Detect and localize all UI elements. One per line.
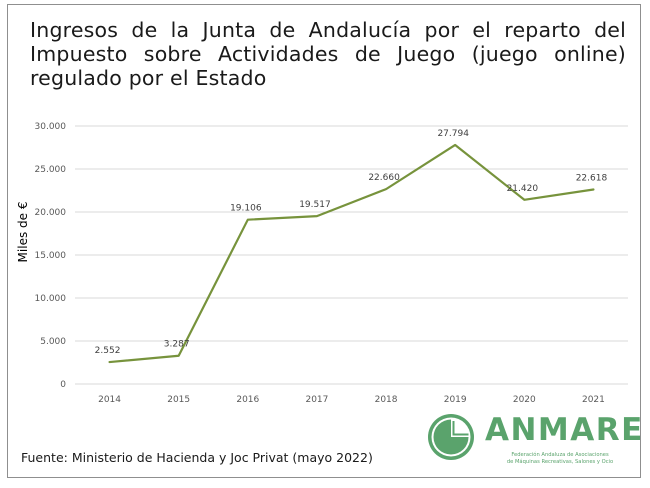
data-labels: 2.552 3.287 19.106 19.517 22.660 27.794 21.420… [95, 129, 608, 356]
data-label: 22.660 [368, 173, 400, 183]
x-tick-label: 2014 [98, 395, 121, 405]
data-label: 22.618 [576, 173, 608, 183]
y-tick-label: 10.000 [35, 294, 67, 304]
x-tick-label: 2021 [582, 395, 605, 405]
x-tick-label: 2015 [167, 395, 190, 405]
y-tick-label: 25.000 [35, 165, 67, 175]
anmare-logo: ANMARE Federación Andaluza de Asociacion… [425, 411, 642, 473]
y-tick-label: 20.000 [35, 208, 67, 218]
logo-subtitle: Federación Andaluza de Asociaciones de M… [485, 452, 635, 465]
data-label: 3.287 [164, 340, 190, 350]
logo-subtitle-line-2: de Máquinas Recreativas, Salones y Ocio [506, 458, 614, 465]
x-axis-ticks: 2014 2015 2016 2017 2018 2019 2020 2021 [98, 395, 605, 405]
anmare-logo-icon [428, 414, 474, 460]
y-tick-label: 0 [60, 380, 66, 390]
data-label: 27.794 [437, 129, 469, 139]
chart-frame [7, 4, 641, 478]
series-line [108, 143, 595, 364]
logo-subtitle-line-1: Federación Andaluza de Asociaciones [511, 452, 609, 458]
y-axis-ticks: 0 5.000 10.000 15.000 20.000 25.000 30.000 [35, 122, 67, 390]
data-label: 21.420 [507, 184, 539, 194]
y-tick-label: 30.000 [35, 122, 67, 132]
gridlines [75, 125, 628, 385]
x-tick-label: 2017 [305, 395, 328, 405]
y-tick-label: 15.000 [35, 251, 67, 261]
logo-name: ANMARE [485, 412, 644, 448]
chart-title: Ingresos de la Junta de Andalucía por el… [30, 18, 626, 90]
y-tick-label: 5.000 [40, 337, 66, 347]
data-label: 19.517 [299, 200, 331, 210]
x-tick-label: 2020 [513, 395, 536, 405]
data-label: 2.552 [95, 346, 121, 356]
y-axis-title: Miles de € [16, 202, 30, 263]
x-tick-label: 2016 [236, 395, 259, 405]
series [108, 143, 595, 364]
data-label: 19.106 [230, 204, 262, 214]
x-tick-label: 2018 [375, 395, 398, 405]
x-tick-label: 2019 [444, 395, 467, 405]
source-note: Fuente: Ministerio de Hacienda y Joc Pri… [21, 450, 373, 465]
